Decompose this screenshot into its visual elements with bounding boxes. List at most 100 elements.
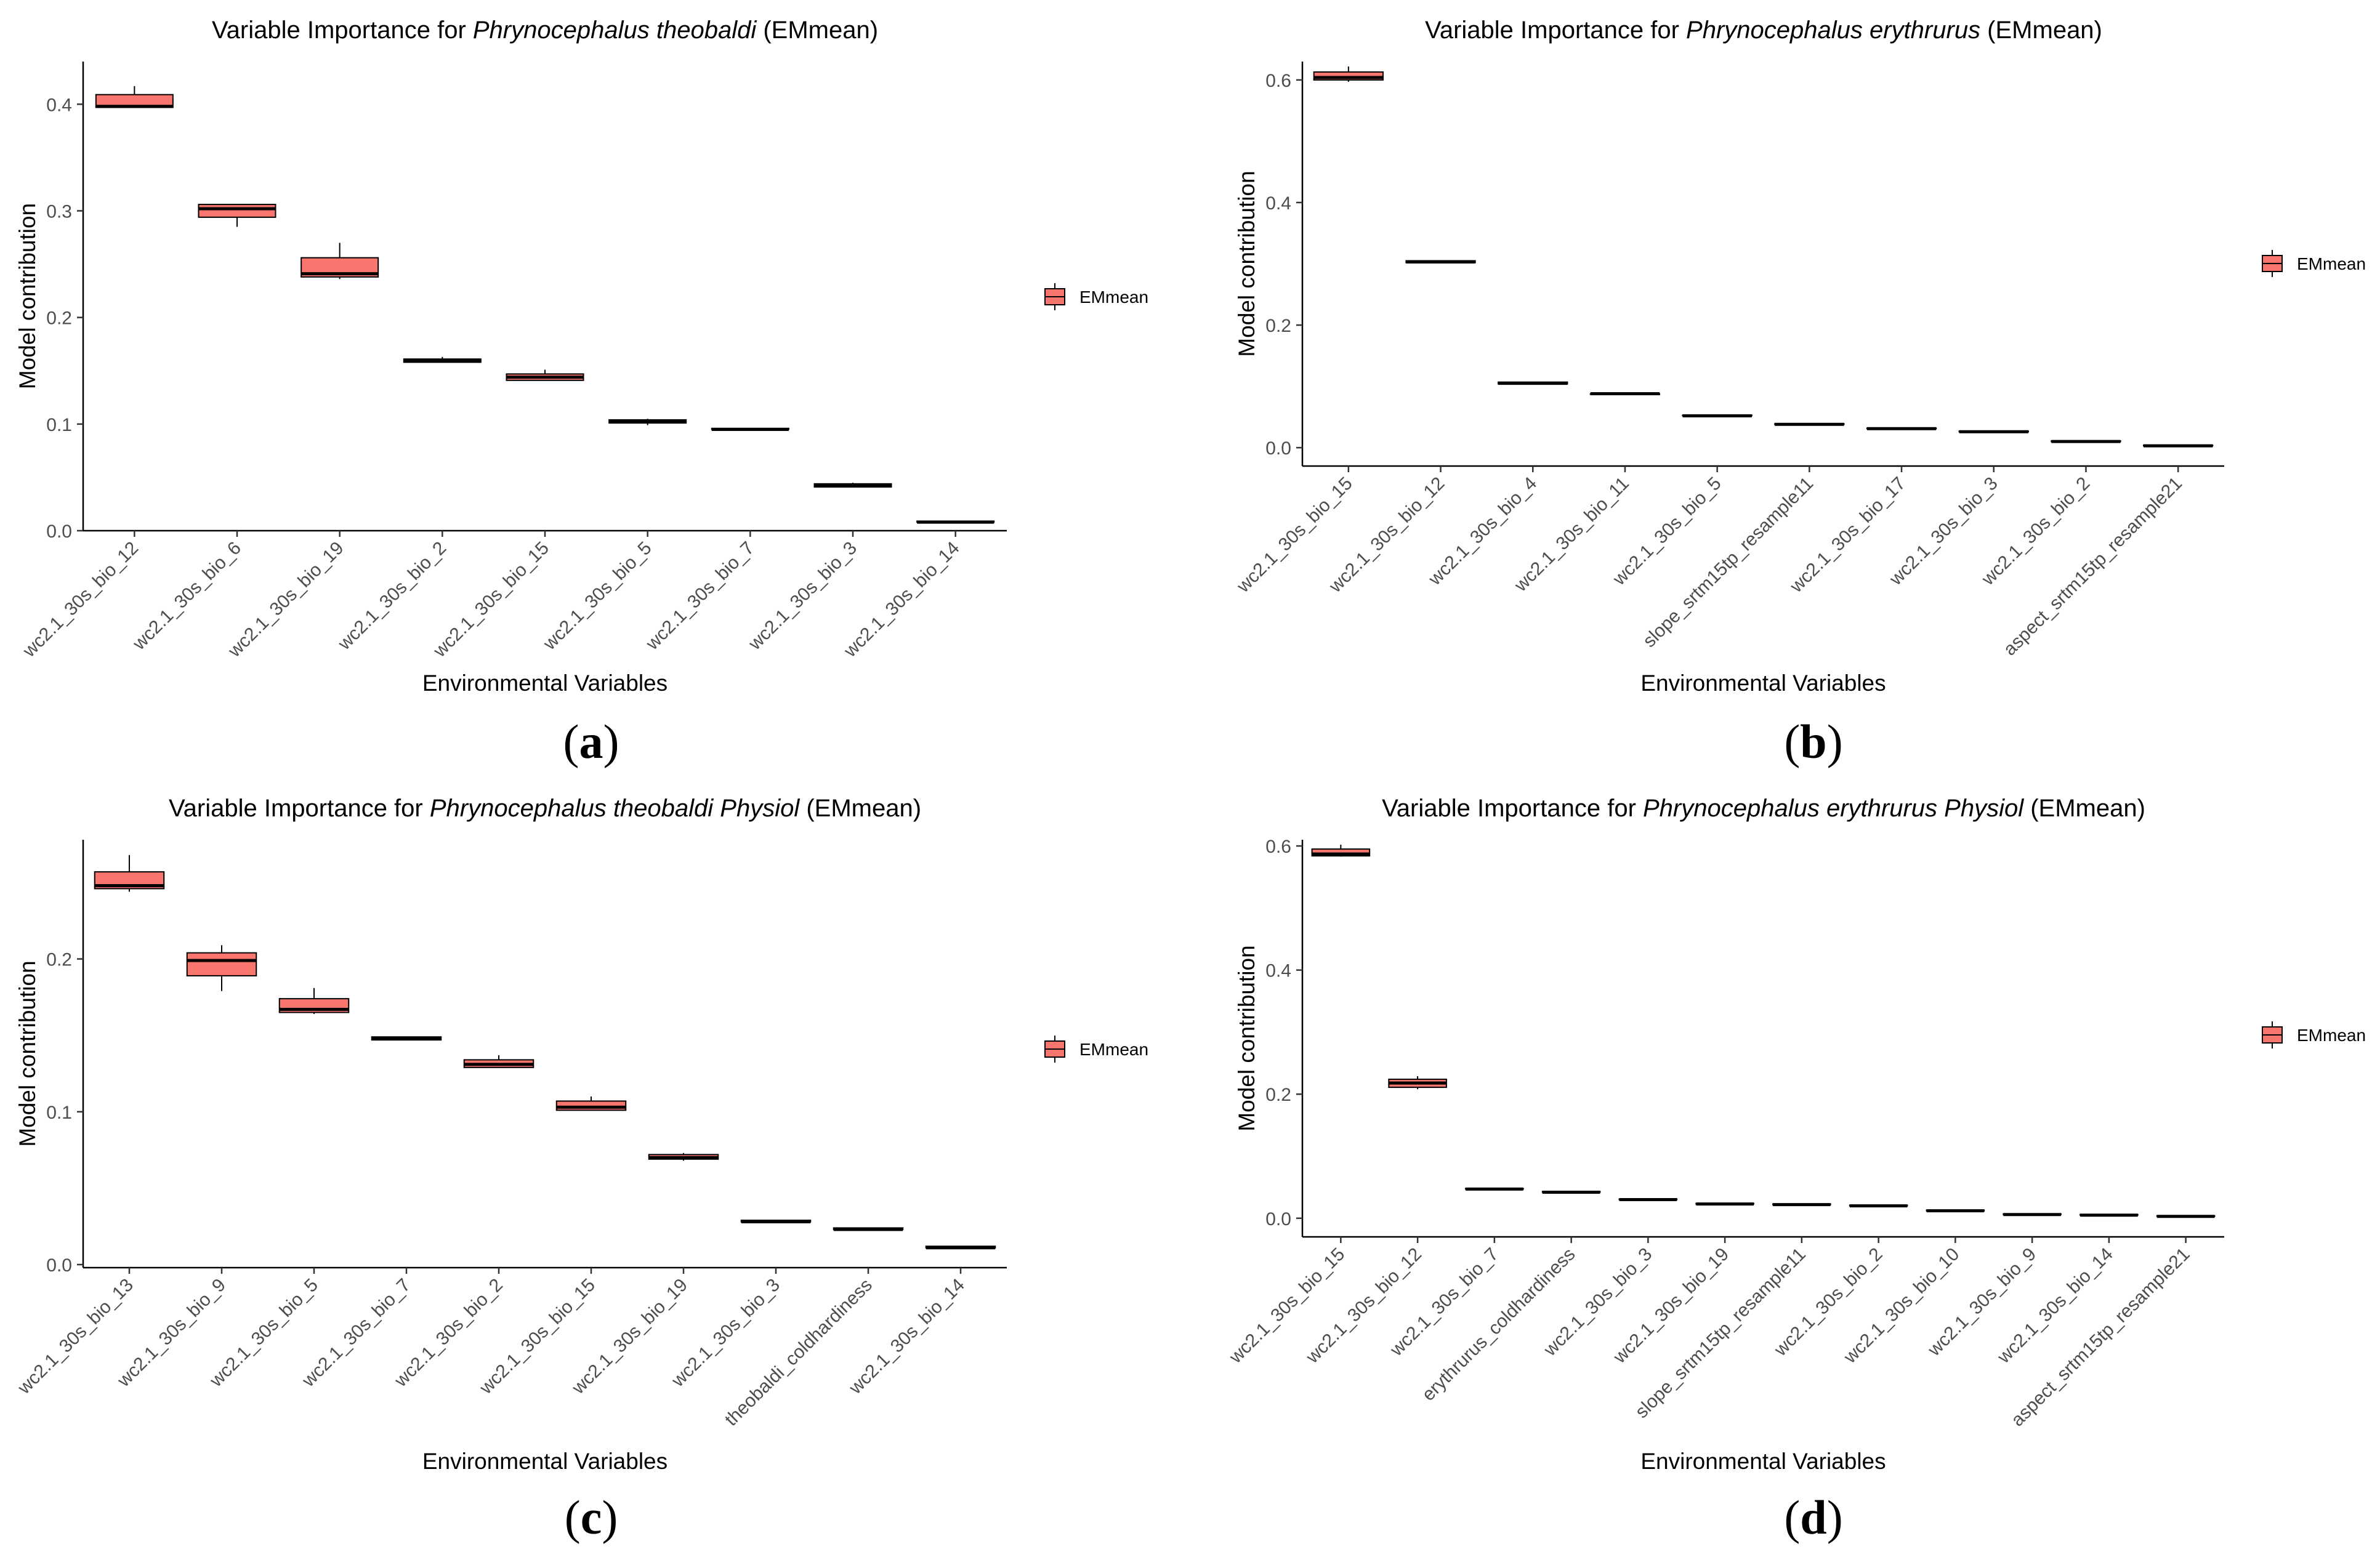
y-tick-label: 0.4 (1265, 961, 1291, 981)
y-tick-label: 0.2 (46, 950, 72, 970)
x-axis-label: Environmental Variables (422, 1449, 668, 1474)
legend-label: EMmean (2297, 254, 2366, 273)
legend-label: EMmean (1079, 1040, 1148, 1059)
y-tick-label: 0.2 (1265, 1085, 1291, 1105)
y-tick-label: 0.0 (1265, 1209, 1291, 1229)
box-wc2.1_30s_bio_9 (186, 945, 257, 991)
y-tick-label: 0.2 (1265, 316, 1291, 336)
x-tick-label: wc2.1_30s_bio_5 (539, 538, 655, 654)
box-wc2.1_30s_bio_12 (95, 86, 174, 108)
x-tick-label: theobaldi_coldhardiness (721, 1275, 876, 1430)
caption-a: (a) (563, 715, 619, 768)
box-wc2.1_30s_bio_14 (916, 520, 995, 524)
box-wc2.1_30s_bio_5 (1682, 414, 1753, 417)
caption-c: (c) (564, 1491, 618, 1544)
y-tick-label: 0.2 (46, 308, 72, 329)
chart-panel-d: Variable Importance for Phrynocephalus e… (1190, 778, 2379, 1556)
box-wc2.1_30s_bio_6 (198, 204, 276, 227)
box-wc2.1_30s_bio_12 (1388, 1076, 1447, 1090)
chart-panel-b: Variable Importance for Phrynocephalus e… (1190, 0, 2379, 778)
box-aspect_srtm15tp_resample21 (2143, 444, 2214, 448)
chart-title: Variable Importance for Phrynocephalus e… (1382, 795, 2145, 822)
chart-panel-a: Variable Importance for Phrynocephalus t… (0, 0, 1190, 778)
box-wc2.1_30s_bio_2 (1849, 1204, 1908, 1208)
box-wc2.1_30s_bio_13 (94, 855, 165, 892)
y-axis-label: Model contribution (15, 203, 40, 389)
box-slope_srtm15tp_resample11 (1772, 1203, 1831, 1207)
box-wc2.1_30s_bio_2 (463, 1055, 534, 1068)
box-wc2.1_30s_bio_15 (1313, 66, 1384, 82)
y-tick-label: 0.1 (46, 415, 72, 435)
chart-title: Variable Importance for Phrynocephalus e… (1425, 17, 2102, 44)
y-axis-label: Model contribution (1234, 945, 1259, 1131)
y-tick-label: 0.0 (46, 1255, 72, 1276)
box-aspect_srtm15tp_resample21 (2156, 1215, 2216, 1218)
box-wc2.1_30s_bio_7 (711, 427, 789, 431)
box-theobaldi_coldhardiness (833, 1227, 904, 1231)
y-axis-label: Model contribution (1234, 171, 1259, 356)
box-wc2.1_30s_bio_15 (506, 369, 584, 381)
x-tick-label: wc2.1_30s_bio_6 (129, 538, 245, 654)
box-wc2.1_30s_bio_15 (1311, 845, 1371, 857)
box-wc2.1_30s_bio_2 (403, 356, 482, 363)
chart-svg: Variable Importance for Phrynocephalus t… (15, 17, 1148, 696)
box-wc2.1_30s_bio_10 (1926, 1209, 1985, 1213)
legend: EMmean (2262, 1021, 2366, 1048)
x-tick-label: wc2.1_30s_bio_2 (334, 538, 450, 654)
box-wc2.1_30s_bio_19 (648, 1153, 719, 1161)
y-tick-label: 0.4 (1265, 193, 1291, 214)
caption-d: (d) (1784, 1491, 1843, 1544)
y-tick-label: 0.0 (46, 521, 72, 542)
box-iqr (186, 952, 257, 976)
box-erythrurus_coldhardiness (1541, 1190, 1601, 1194)
x-tick-label: wc2.1_30s_bio_3 (744, 538, 861, 654)
box-iqr (198, 204, 276, 218)
box-wc2.1_30s_bio_3 (813, 483, 892, 488)
y-tick-label: 0.4 (46, 95, 72, 115)
chart-svg: Variable Importance for Phrynocephalus e… (1225, 795, 2366, 1474)
x-axis-label: Environmental Variables (422, 670, 668, 696)
y-axis-label: Model contribution (15, 960, 40, 1146)
x-tick-label: aspect_srtm15tp_resample21 (1999, 473, 2186, 660)
caption-b: (b) (1784, 715, 1843, 768)
box-wc2.1_30s_bio_3 (740, 1220, 812, 1224)
legend-label: EMmean (2297, 1026, 2366, 1045)
box-wc2.1_30s_bio_7 (371, 1036, 442, 1041)
x-tick-label: wc2.1_30s_bio_14 (840, 538, 964, 662)
box-wc2.1_30s_bio_5 (278, 988, 350, 1014)
y-tick-label: 0.0 (1265, 438, 1291, 459)
box-wc2.1_30s_bio_3 (1958, 430, 2029, 433)
box-wc2.1_30s_bio_12 (1405, 260, 1476, 264)
y-tick-label: 0.1 (46, 1103, 72, 1123)
x-tick-label: slope_srtm15tp_resample11 (1639, 473, 1817, 651)
x-axis-label: Environmental Variables (1640, 1449, 1886, 1474)
x-tick-label: wc2.1_30s_bio_7 (642, 538, 758, 654)
box-wc2.1_30s_bio_4 (1498, 381, 1568, 385)
y-tick-label: 0.3 (46, 201, 72, 222)
box-wc2.1_30s_bio_3 (1618, 1198, 1678, 1202)
x-tick-label: wc2.1_30s_bio_19 (224, 538, 348, 662)
x-axis-label: Environmental Variables (1640, 670, 1886, 696)
box-wc2.1_30s_bio_15 (555, 1096, 627, 1111)
y-tick-label: 0.6 (1265, 837, 1291, 857)
y-tick-label: 0.6 (1265, 71, 1291, 91)
x-tick-label: wc2.1_30s_bio_12 (18, 538, 142, 662)
legend: EMmean (1044, 1036, 1148, 1063)
chart-title: Variable Importance for Phrynocephalus t… (169, 795, 921, 822)
chart-svg: Variable Importance for Phrynocephalus t… (14, 795, 1148, 1474)
legend: EMmean (2262, 250, 2366, 277)
legend: EMmean (1044, 283, 1148, 310)
box-iqr (1311, 848, 1371, 857)
box-wc2.1_30s_bio_5 (608, 419, 687, 425)
x-tick-label: erythrurus_coldhardiness (1418, 1244, 1579, 1406)
chart-panel-c: Variable Importance for Phrynocephalus t… (0, 778, 1190, 1556)
x-tick-label: wc2.1_30s_bio_15 (429, 538, 553, 662)
box-wc2.1_30s_bio_19 (301, 243, 379, 280)
chart-title: Variable Importance for Phrynocephalus t… (212, 17, 878, 44)
box-wc2.1_30s_bio_7 (1465, 1187, 1524, 1191)
legend-label: EMmean (1079, 288, 1148, 307)
box-wc2.1_30s_bio_11 (1589, 392, 1661, 396)
box-wc2.1_30s_bio_9 (2003, 1213, 2062, 1217)
box-wc2.1_30s_bio_14 (925, 1245, 996, 1250)
chart-svg: Variable Importance for Phrynocephalus e… (1233, 17, 2366, 696)
